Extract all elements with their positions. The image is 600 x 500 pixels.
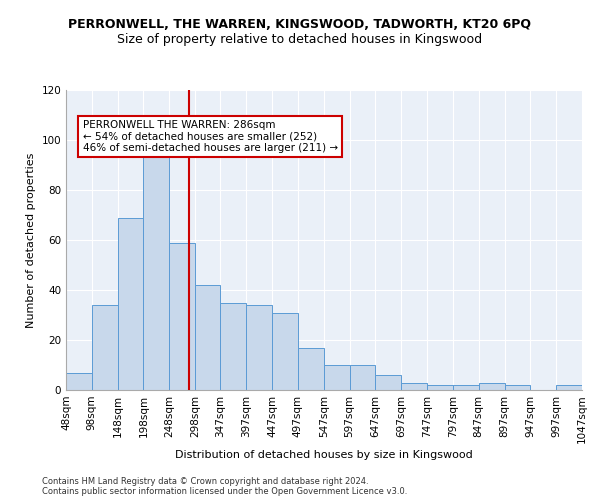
Bar	[298, 348, 324, 390]
Bar	[118, 218, 143, 390]
Text: PERRONWELL, THE WARREN, KINGSWOOD, TADWORTH, KT20 6PQ: PERRONWELL, THE WARREN, KINGSWOOD, TADWO…	[68, 18, 532, 30]
Y-axis label: Number of detached properties: Number of detached properties	[26, 152, 36, 328]
Bar	[195, 285, 220, 390]
Bar	[92, 305, 118, 390]
Bar	[505, 385, 530, 390]
Bar	[143, 145, 169, 390]
X-axis label: Distribution of detached houses by size in Kingswood: Distribution of detached houses by size …	[175, 450, 473, 460]
Text: Contains HM Land Registry data © Crown copyright and database right 2024.: Contains HM Land Registry data © Crown c…	[42, 478, 368, 486]
Bar	[376, 375, 401, 390]
Bar	[427, 385, 453, 390]
Bar	[479, 382, 505, 390]
Text: Contains public sector information licensed under the Open Government Licence v3: Contains public sector information licen…	[42, 488, 407, 496]
Bar	[350, 365, 376, 390]
Bar	[453, 385, 479, 390]
Bar	[324, 365, 350, 390]
Bar	[66, 372, 92, 390]
Bar	[246, 305, 272, 390]
Text: PERRONWELL THE WARREN: 286sqm
← 54% of detached houses are smaller (252)
46% of : PERRONWELL THE WARREN: 286sqm ← 54% of d…	[83, 120, 338, 153]
Bar	[220, 302, 246, 390]
Bar	[272, 312, 298, 390]
Bar	[556, 385, 582, 390]
Bar	[401, 382, 427, 390]
Text: Size of property relative to detached houses in Kingswood: Size of property relative to detached ho…	[118, 32, 482, 46]
Bar	[169, 242, 195, 390]
